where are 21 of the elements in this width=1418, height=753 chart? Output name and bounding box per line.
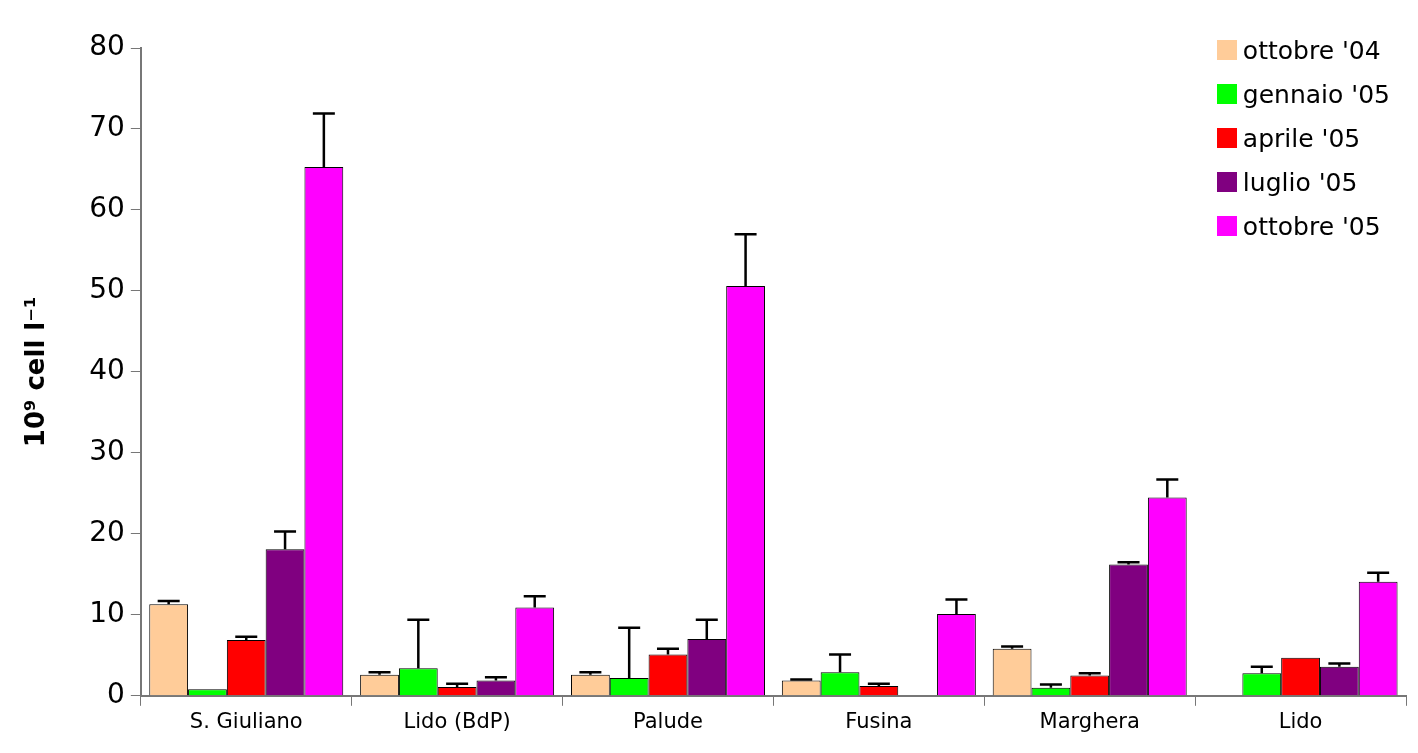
legend-label: aprile '05	[1242, 123, 1361, 153]
y-axis-title: 10⁹ cell l⁻¹	[20, 296, 51, 448]
x-tick-label: Palude	[632, 708, 703, 733]
y-tick-label: 70	[89, 110, 125, 144]
x-tick-label: Marghera	[1039, 708, 1140, 733]
y-tick-label: 40	[89, 353, 125, 387]
y-tick-label: 30	[89, 434, 125, 468]
x-tick-label: Lido (BdP)	[403, 708, 511, 733]
y-tick-label: 80	[89, 29, 125, 63]
y-tick-label: 10	[89, 596, 125, 630]
x-tick-label: Fusina	[845, 708, 913, 733]
y-tick-label: 20	[89, 515, 125, 549]
x-tick-label: S. Giuliano	[189, 708, 303, 733]
legend-label: luglio '05	[1242, 167, 1358, 197]
legend-label: ottobre '04	[1242, 35, 1381, 65]
legend-label: ottobre '05	[1242, 211, 1381, 241]
y-tick-label: 0	[107, 677, 125, 711]
y-tick-label: 50	[89, 272, 125, 306]
x-tick-label: Lido	[1278, 708, 1323, 733]
y-tick-label: 60	[89, 191, 125, 225]
legend-label: gennaio '05	[1242, 79, 1390, 109]
